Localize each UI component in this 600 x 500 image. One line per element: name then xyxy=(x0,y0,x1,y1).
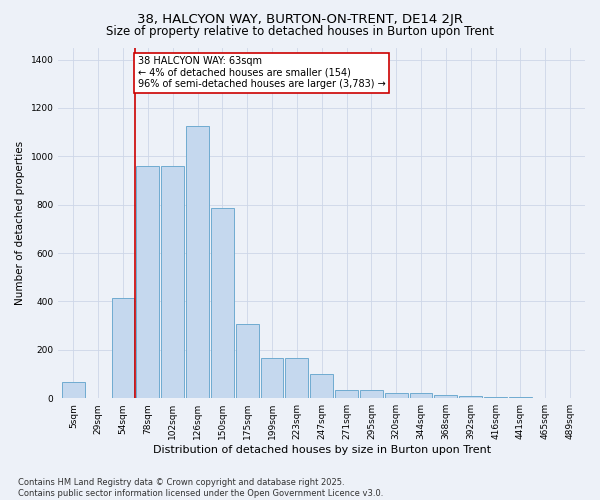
Bar xyxy=(236,324,259,398)
Bar xyxy=(211,208,234,398)
Y-axis label: Number of detached properties: Number of detached properties xyxy=(15,141,25,305)
X-axis label: Distribution of detached houses by size in Burton upon Trent: Distribution of detached houses by size … xyxy=(152,445,491,455)
Bar xyxy=(460,396,482,398)
Bar xyxy=(410,394,433,398)
Bar xyxy=(136,166,159,398)
Text: Size of property relative to detached houses in Burton upon Trent: Size of property relative to detached ho… xyxy=(106,25,494,38)
Text: Contains HM Land Registry data © Crown copyright and database right 2025.
Contai: Contains HM Land Registry data © Crown c… xyxy=(18,478,383,498)
Bar xyxy=(310,374,333,398)
Bar xyxy=(62,382,85,398)
Bar xyxy=(434,394,457,398)
Text: 38, HALCYON WAY, BURTON-ON-TRENT, DE14 2JR: 38, HALCYON WAY, BURTON-ON-TRENT, DE14 2… xyxy=(137,12,463,26)
Text: 38 HALCYON WAY: 63sqm
← 4% of detached houses are smaller (154)
96% of semi-deta: 38 HALCYON WAY: 63sqm ← 4% of detached h… xyxy=(138,56,386,90)
Bar xyxy=(484,397,507,398)
Bar xyxy=(112,298,134,398)
Bar xyxy=(161,166,184,398)
Bar xyxy=(360,390,383,398)
Bar xyxy=(260,358,283,398)
Bar xyxy=(186,126,209,398)
Bar xyxy=(385,394,407,398)
Bar xyxy=(286,358,308,398)
Bar xyxy=(335,390,358,398)
